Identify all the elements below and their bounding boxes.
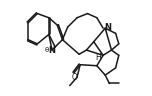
Text: H: H (96, 53, 101, 62)
Text: N: N (48, 46, 55, 55)
Text: θ: θ (44, 47, 48, 53)
Text: N: N (104, 23, 111, 32)
Text: O: O (71, 73, 77, 82)
